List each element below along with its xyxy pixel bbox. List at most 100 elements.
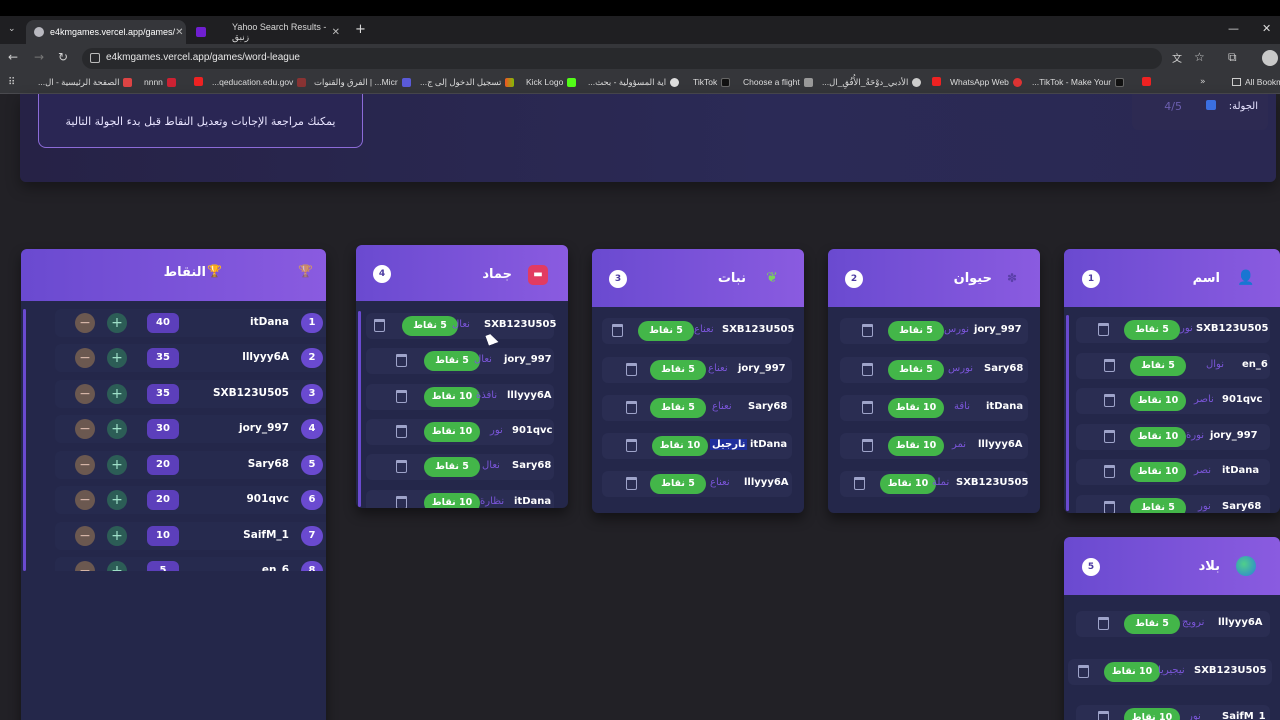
points-pill[interactable]: 5 نقاط (888, 360, 944, 380)
back-icon[interactable]: ← (8, 50, 19, 64)
youtube-bookmark-icon[interactable] (190, 77, 203, 86)
minus-button[interactable]: − (75, 384, 95, 404)
points-pill[interactable]: 5 نقاط (1124, 614, 1180, 634)
bookmark-12[interactable]: TikTok - Make Your... (1032, 77, 1125, 87)
tab-search-chevron-icon[interactable]: ⌄ (8, 24, 16, 34)
points-pill[interactable]: 5 نقاط (638, 321, 694, 341)
minus-button[interactable]: − (75, 313, 95, 333)
url-input[interactable]: e4kmgames.vercel.app/games/word-league (82, 48, 1162, 69)
points-pill[interactable]: 10 نقاط (1130, 462, 1186, 482)
minus-button[interactable]: − (75, 455, 95, 475)
extensions-icon[interactable]: ⧉ (1228, 50, 1237, 64)
points-pill[interactable]: 5 نقاط (1130, 356, 1186, 376)
points-pill[interactable]: 5 نقاط (424, 351, 480, 371)
points-pill[interactable]: 5 نقاط (424, 457, 480, 477)
trash-icon[interactable] (862, 324, 873, 337)
trash-icon[interactable] (1098, 617, 1109, 630)
trash-icon[interactable] (1104, 359, 1115, 372)
trash-icon[interactable] (862, 401, 873, 414)
tab-yahoo[interactable]: Yahoo Search Results - زنبق ✕ (188, 20, 348, 44)
new-tab-button[interactable]: + (355, 22, 366, 37)
trash-icon[interactable] (1104, 394, 1115, 407)
forward-icon[interactable]: → (34, 50, 45, 64)
points-pill[interactable]: 10 نقاط (880, 474, 936, 494)
more-bookmarks-icon[interactable]: » (1200, 77, 1206, 87)
youtube-bookmark-icon[interactable] (1138, 77, 1151, 86)
plus-button[interactable]: + (107, 526, 127, 546)
points-pill[interactable]: 5 نقاط (1130, 498, 1186, 513)
points-pill[interactable]: 5 نقاط (888, 321, 944, 341)
points-pill[interactable]: 5 نقاط (650, 398, 706, 418)
trash-icon[interactable] (626, 401, 637, 414)
youtube-bookmark-icon[interactable] (928, 77, 941, 86)
points-pill[interactable]: 5 نقاط (402, 316, 458, 336)
plus-button[interactable]: + (107, 348, 127, 368)
minus-button[interactable]: − (75, 419, 95, 439)
minus-button[interactable]: − (75, 526, 95, 546)
trash-icon[interactable] (1104, 430, 1115, 443)
trash-icon[interactable] (626, 477, 637, 490)
trash-icon[interactable] (374, 319, 385, 332)
trash-icon[interactable] (862, 363, 873, 376)
minus-button[interactable]: − (75, 561, 95, 571)
category-scrollbar[interactable] (1066, 315, 1069, 511)
bookmark-5[interactable]: تسجيل الدخول إلى ج... (420, 77, 515, 88)
points-pill[interactable]: 10 نقاط (1130, 391, 1186, 411)
bookmark-11[interactable]: WhatsApp Web (950, 77, 1022, 87)
points-pill[interactable]: 10 نقاط (888, 436, 944, 456)
trash-icon[interactable] (396, 425, 407, 438)
bookmark-7[interactable]: اية المسؤولية - بحث... (588, 77, 680, 88)
trash-icon[interactable] (1098, 323, 1109, 336)
points-pill[interactable]: 10 نقاط (424, 387, 480, 407)
plus-button[interactable]: + (107, 455, 127, 475)
trash-icon[interactable] (1078, 665, 1089, 678)
points-pill[interactable]: 5 نقاط (650, 474, 706, 494)
trash-icon[interactable] (1104, 465, 1115, 478)
bookmark-10[interactable]: الأدبي_دوْحَةُ_الأُفُقِ_ال... (822, 77, 922, 88)
points-pill[interactable]: 10 نقاط (1124, 708, 1180, 720)
minus-button[interactable]: − (75, 490, 95, 510)
points-pill[interactable]: 10 نقاط (888, 398, 944, 418)
bookmark-star-icon[interactable]: ☆ (1194, 50, 1205, 64)
trash-icon[interactable] (396, 460, 407, 473)
trash-icon[interactable] (396, 390, 407, 403)
points-pill[interactable]: 10 نقاط (424, 422, 480, 442)
close-window-icon[interactable]: ✕ (1262, 22, 1272, 35)
bookmark-9[interactable]: Choose a flight (743, 77, 813, 87)
category-scrollbar[interactable] (358, 311, 361, 507)
trash-icon[interactable] (854, 477, 865, 490)
bookmark-3[interactable]: qeducation.edu.gov... (212, 77, 307, 87)
points-pill[interactable]: 10 نقاط (1130, 427, 1186, 447)
reload-icon[interactable]: ↻ (58, 50, 69, 64)
minus-button[interactable]: − (75, 348, 95, 368)
scoreboard-scrollbar[interactable] (23, 309, 26, 571)
site-info-icon[interactable] (90, 53, 100, 63)
trash-icon[interactable] (396, 496, 407, 508)
bookmark-6[interactable]: Kick Logo (526, 77, 577, 87)
bookmark-1[interactable]: الصفحة الرئيسية - ال... (38, 77, 133, 88)
translate-icon[interactable]: 文 (1172, 54, 1182, 65)
close-tab-icon[interactable]: ✕ (331, 26, 340, 38)
trash-icon[interactable] (1098, 711, 1109, 720)
points-pill[interactable]: 5 نقاط (1124, 320, 1180, 340)
trash-icon[interactable] (626, 363, 637, 376)
trash-icon[interactable] (396, 354, 407, 367)
points-pill[interactable]: 10 نقاط (652, 436, 708, 456)
plus-button[interactable]: + (107, 313, 127, 333)
close-tab-icon[interactable]: ✕ (175, 26, 184, 38)
plus-button[interactable]: + (107, 419, 127, 439)
trash-icon[interactable] (862, 439, 873, 452)
points-pill[interactable]: 10 نقاط (424, 493, 480, 508)
points-pill[interactable]: 10 نقاط (1104, 662, 1160, 682)
bookmark-4[interactable]: Micr... | الفرق والقنوات (314, 77, 411, 88)
plus-button[interactable]: + (107, 561, 127, 571)
bookmark-8[interactable]: TikTok (693, 77, 731, 87)
minimize-icon[interactable]: — (1228, 22, 1239, 35)
trash-icon[interactable] (626, 439, 637, 452)
points-pill[interactable]: 5 نقاط (650, 360, 706, 380)
trash-icon[interactable] (612, 324, 623, 337)
plus-button[interactable]: + (107, 490, 127, 510)
apps-grid-icon[interactable]: ⠿ (8, 77, 16, 88)
plus-button[interactable]: + (107, 384, 127, 404)
profile-avatar[interactable] (1262, 50, 1278, 66)
